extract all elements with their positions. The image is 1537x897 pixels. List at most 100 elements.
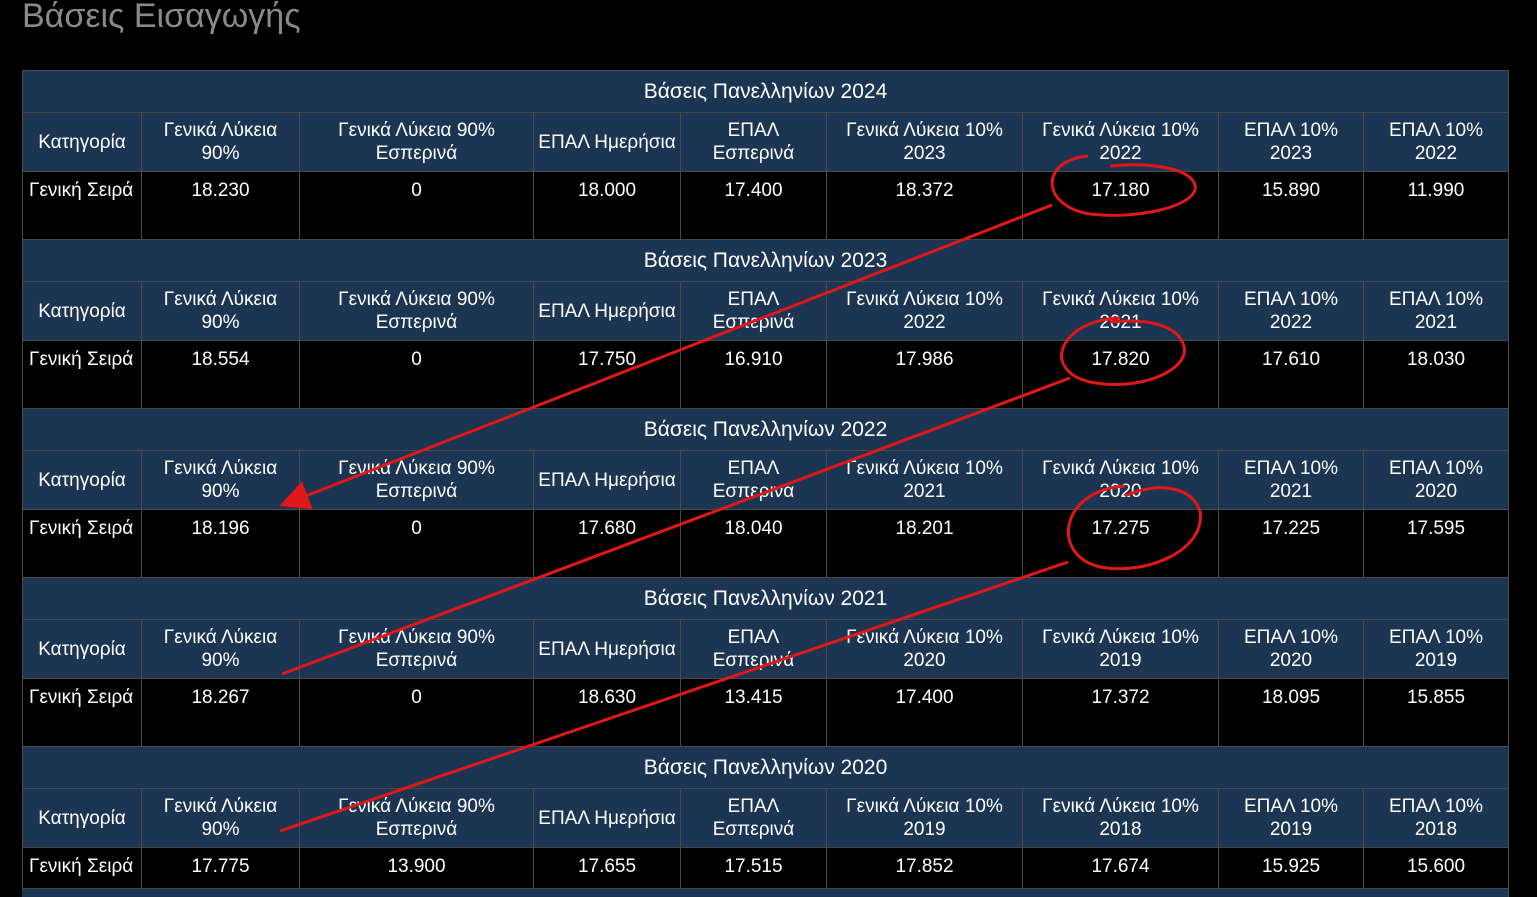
column-header: Γενικά Λύκεια 10% 2021 — [1022, 281, 1219, 341]
table-row: Γενική Σειρά 18.554 0 17.750 16.910 17.986 17.… — [22, 340, 1509, 409]
column-header: ΕΠΑΛ 10% 2022 — [1218, 281, 1364, 341]
column-header: Γενικά Λύκεια 10% 2023 — [826, 112, 1023, 172]
admission-scores-table: Βάσεις Πανελληνίων 2024 Κατηγορία Γενικά Λ… — [22, 70, 1509, 897]
score-cell: 18.554 — [141, 340, 300, 409]
column-header-row: Κατηγορία Γενικά Λύκεια 90% Γενικά Λύκεια … — [22, 788, 1509, 848]
category-cell: Γενική Σειρά — [22, 847, 142, 897]
column-header: Κατηγορία — [22, 619, 142, 679]
score-cell: 18.201 — [826, 509, 1023, 578]
column-header: Γενικά Λύκεια 90% — [141, 788, 300, 848]
score-cell: 18.000 — [533, 171, 681, 240]
table-title-row: Βάσεις Πανελληνίων 2023 — [22, 239, 1509, 282]
column-header: ΕΠΑΛ Εσπερινά — [680, 450, 827, 510]
score-cell: 0 — [299, 171, 534, 240]
column-header-row: Κατηγορία Γενικά Λύκεια 90% Γενικά Λύκεια … — [22, 619, 1509, 679]
column-header: Γενικά Λύκεια 90% — [141, 619, 300, 679]
score-cell: 17.820 — [1022, 340, 1219, 409]
column-header: ΕΠΑΛ 10% 2020 — [1363, 450, 1509, 510]
column-header: Γενικά Λύκεια 90% Εσπερινά — [299, 619, 534, 679]
table-title: Βάσεις Πανελληνίων 2022 — [22, 408, 1509, 451]
column-header: ΕΠΑΛ Εσπερινά — [680, 281, 827, 341]
column-header: Γενικά Λύκεια 90% Εσπερινά — [299, 788, 534, 848]
column-header: Γενικά Λύκεια 10% 2018 — [1022, 788, 1219, 848]
score-cell: 17.400 — [680, 171, 827, 240]
table-row: Γενική Σειρά 18.267 0 18.630 13.415 17.400 17.… — [22, 678, 1509, 747]
table-title: Βάσεις Πανελληνίων 2023 — [22, 239, 1509, 282]
column-header: Γενικά Λύκεια 90% Εσπερινά — [299, 112, 534, 172]
column-header: ΕΠΑΛ 10% 2018 — [1363, 788, 1509, 848]
column-header: Γενικά Λύκεια 10% 2020 — [1022, 450, 1219, 510]
table-row: Γενική Σειρά 18.196 0 17.680 18.040 18.201 17.… — [22, 509, 1509, 578]
score-cell: 17.275 — [1022, 509, 1219, 578]
score-cell: 18.095 — [1218, 678, 1364, 747]
column-header: ΕΠΑΛ Ημερήσια — [533, 112, 681, 172]
column-header-row: Κατηγορία Γενικά Λύκεια 90% Γενικά Λύκεια … — [22, 281, 1509, 341]
score-cell: 17.680 — [533, 509, 681, 578]
score-cell: 18.040 — [680, 509, 827, 578]
table-title-row: Βάσεις Πανελληνίων 2024 — [22, 70, 1509, 113]
tables-container: Βάσεις Πανελληνίων 2024 Κατηγορία Γενικά Λ… — [22, 70, 1509, 897]
column-header: ΕΠΑΛ Εσπερινά — [680, 112, 827, 172]
column-header: Κατηγορία — [22, 112, 142, 172]
column-header-row: Κατηγορία Γενικά Λύκεια 90% Γενικά Λύκεια … — [22, 112, 1509, 172]
column-header: Γενικά Λύκεια 90% Εσπερινά — [299, 450, 534, 510]
score-cell: 18.030 — [1363, 340, 1509, 409]
table-title: Βάσεις Πανελληνίων 2021 — [22, 577, 1509, 620]
score-cell: 17.400 — [826, 678, 1023, 747]
column-header: Γενικά Λύκεια 90% Εσπερινά — [299, 281, 534, 341]
column-header: Γενικά Λύκεια 90% — [141, 281, 300, 341]
table-title-row: Βάσεις Πανελληνίων 2022 — [22, 408, 1509, 451]
category-cell: Γενική Σειρά — [22, 171, 142, 240]
score-cell: 17.595 — [1363, 509, 1509, 578]
category-cell: Γενική Σειρά — [22, 678, 142, 747]
score-cell: 18.267 — [141, 678, 300, 747]
column-header: ΕΠΑΛ 10% 2020 — [1218, 619, 1364, 679]
column-header: Γενικά Λύκεια 10% 2019 — [826, 788, 1023, 848]
score-cell: 17.610 — [1218, 340, 1364, 409]
column-header: ΕΠΑΛ 10% 2019 — [1363, 619, 1509, 679]
next-table-header-edge — [22, 888, 1508, 897]
score-cell: 15.890 — [1218, 171, 1364, 240]
category-cell: Γενική Σειρά — [22, 340, 142, 409]
table-row: Γενική Σειρά 18.230 0 18.000 17.400 18.372 17.… — [22, 171, 1509, 240]
column-header: ΕΠΑΛ 10% 2021 — [1218, 450, 1364, 510]
score-cell: 0 — [299, 678, 534, 747]
column-header: Γενικά Λύκεια 10% 2022 — [1022, 112, 1219, 172]
column-header: Κατηγορία — [22, 788, 142, 848]
column-header: Γενικά Λύκεια 10% 2019 — [1022, 619, 1219, 679]
column-header: Γενικά Λύκεια 90% — [141, 112, 300, 172]
score-cell: 0 — [299, 340, 534, 409]
score-cell: 17.180 — [1022, 171, 1219, 240]
score-cell: 17.372 — [1022, 678, 1219, 747]
column-header-row: Κατηγορία Γενικά Λύκεια 90% Γενικά Λύκεια … — [22, 450, 1509, 510]
column-header: ΕΠΑΛ Εσπερινά — [680, 619, 827, 679]
score-cell: 18.196 — [141, 509, 300, 578]
table-title: Βάσεις Πανελληνίων 2020 — [22, 746, 1509, 789]
column-header: Γενικά Λύκεια 10% 2021 — [826, 450, 1023, 510]
column-header: ΕΠΑΛ Ημερήσια — [533, 619, 681, 679]
score-cell: 11.990 — [1363, 171, 1509, 240]
score-cell: 18.630 — [533, 678, 681, 747]
page-title: Βάσεις Εισαγωγής — [22, 0, 301, 35]
column-header: ΕΠΑΛ 10% 2023 — [1218, 112, 1364, 172]
column-header: Γενικά Λύκεια 90% — [141, 450, 300, 510]
score-cell: 18.230 — [141, 171, 300, 240]
column-header: ΕΠΑΛ 10% 2022 — [1363, 112, 1509, 172]
column-header: Κατηγορία — [22, 450, 142, 510]
column-header: ΕΠΑΛ Εσπερινά — [680, 788, 827, 848]
score-cell: 15.855 — [1363, 678, 1509, 747]
score-cell: 16.910 — [680, 340, 827, 409]
category-cell: Γενική Σειρά — [22, 509, 142, 578]
column-header: ΕΠΑΛ Ημερήσια — [533, 450, 681, 510]
column-header: Γενικά Λύκεια 10% 2020 — [826, 619, 1023, 679]
column-header: ΕΠΑΛ Ημερήσια — [533, 281, 681, 341]
score-cell: 13.415 — [680, 678, 827, 747]
table-title-row: Βάσεις Πανελληνίων 2021 — [22, 577, 1509, 620]
column-header: ΕΠΑΛ 10% 2019 — [1218, 788, 1364, 848]
score-cell: 17.750 — [533, 340, 681, 409]
column-header: Γενικά Λύκεια 10% 2022 — [826, 281, 1023, 341]
score-cell: 18.372 — [826, 171, 1023, 240]
table-title: Βάσεις Πανελληνίων 2024 — [22, 70, 1509, 113]
score-cell: 17.225 — [1218, 509, 1364, 578]
